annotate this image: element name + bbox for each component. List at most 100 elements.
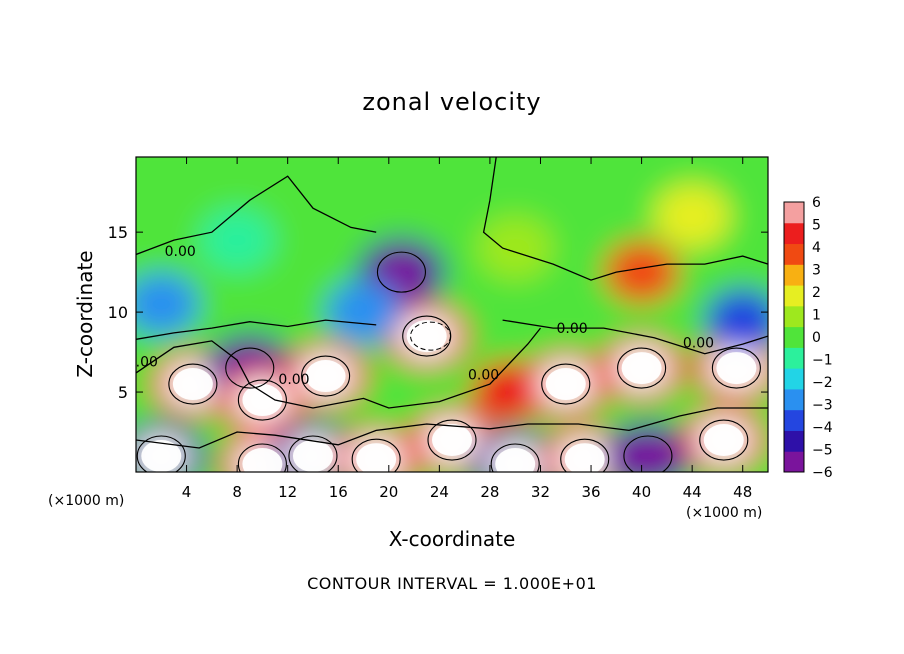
colorbar-tick-label: 0 [812, 330, 821, 346]
colorbar-band [784, 451, 804, 473]
contour-label: 0.00 [683, 335, 714, 351]
x-tick-label: 44 [683, 483, 702, 501]
velocity-field [136, 157, 768, 472]
closed-contour [351, 438, 401, 472]
field-core [292, 440, 333, 472]
x-tick-label: 8 [232, 483, 242, 501]
contour-label: 0.00 [127, 354, 158, 370]
colorbar-tick-label: 1 [812, 308, 821, 324]
colorbar-tick-label: 5 [812, 218, 821, 234]
colorbar-tick-label: −5 [812, 443, 833, 459]
colorbar-band [784, 368, 804, 390]
contour-label: 0.00 [165, 244, 196, 260]
field-blob [477, 216, 554, 281]
closed-contour [288, 435, 338, 472]
field-core [356, 443, 397, 472]
x-unit-label-right: (×1000 m) [686, 505, 762, 521]
colorbar-band [784, 326, 804, 348]
closed-contour [168, 363, 218, 405]
contour-label: 0.00 [468, 367, 499, 383]
x-tick-label: 16 [329, 483, 348, 501]
closed-contour [237, 379, 287, 421]
negative-contour [410, 321, 452, 351]
contour-label: 0.00 [556, 321, 587, 337]
field-blob [199, 208, 276, 273]
x-unit-label-left: (×1000 m) [48, 493, 124, 509]
zero-contour-line [502, 319, 768, 355]
field-core [432, 424, 472, 457]
colorbar-band [784, 264, 804, 286]
x-tick-label: 24 [430, 483, 449, 501]
x-tick-label: 48 [733, 483, 752, 501]
closed-contour [623, 435, 673, 472]
colorbar-band [784, 388, 804, 411]
x-tick-label: 36 [581, 483, 600, 501]
field-blob [603, 240, 680, 305]
colorbar-tick-label: 4 [812, 240, 821, 256]
colorbar-band [784, 305, 804, 328]
closed-contour [711, 347, 761, 389]
colorbar-band [784, 222, 804, 245]
closed-contour [237, 443, 287, 472]
field-blob [136, 272, 200, 337]
closed-contour [541, 363, 591, 405]
colorbar-band [784, 285, 804, 307]
colorbar-tick-label: −1 [812, 353, 833, 369]
chart-title: zonal velocity [362, 88, 542, 116]
x-tick-label: 28 [480, 483, 499, 501]
colorbar-tick-label: −2 [812, 375, 833, 391]
colorbar-tick-label: −3 [812, 398, 833, 414]
field-blob [375, 252, 428, 293]
closed-contour [225, 347, 275, 389]
x-tick-label: 4 [182, 483, 192, 501]
x-axis: 4 8 12 16 20 24 28 32 36 40 44 48 [182, 157, 752, 501]
y-axis: 5 10 15 [108, 223, 768, 402]
zero-contour-line [136, 407, 768, 449]
field-core [406, 320, 447, 353]
closed-contour [136, 435, 186, 472]
field-blob [621, 436, 674, 472]
plot-frame [135, 156, 769, 473]
field-core [172, 368, 213, 401]
zero-contour-line [136, 175, 377, 256]
y-tick-label: 5 [118, 383, 128, 402]
x-tick-label: 12 [278, 483, 297, 501]
colorbar-tick-label: 6 [812, 195, 821, 211]
field-core [141, 440, 182, 472]
contour-label: 0.00 [278, 372, 309, 388]
y-axis-label: Z-coordinate [73, 250, 97, 377]
contour-interval-text: CONTOUR INTERVAL = 1.000E+01 [307, 574, 597, 593]
field-core [242, 448, 283, 472]
field-core [716, 352, 757, 385]
colorbar-band [784, 409, 804, 431]
colorbar: 6 5 4 3 2 1 0 −1 −2 −3 −4 −5 −6 [783, 195, 833, 481]
zero-contour-line [482, 157, 768, 281]
colorbar-band [784, 243, 804, 265]
y-tick-label: 10 [108, 303, 128, 322]
x-tick-label: 20 [379, 483, 398, 501]
colorbar-tick-label: −4 [812, 420, 833, 436]
field-core [545, 368, 586, 401]
closed-contour [699, 419, 749, 461]
field-blob [325, 280, 402, 345]
closed-contour [490, 443, 540, 472]
x-tick-label: 40 [632, 483, 651, 501]
field-blob [704, 288, 768, 353]
closed-contour [427, 419, 477, 461]
colorbar-tick-label: −6 [812, 465, 833, 481]
colorbar-tick-label: 3 [812, 263, 821, 279]
field-blob [654, 184, 731, 249]
colorbar-band [784, 430, 804, 452]
x-tick-label: 32 [531, 483, 550, 501]
field-core [621, 352, 662, 385]
colorbar-frame [783, 201, 805, 473]
colorbar-tick-label: 2 [812, 285, 821, 301]
colorbar-band [784, 347, 804, 369]
field-core [564, 443, 605, 472]
field-core [305, 360, 346, 393]
zero-contour-line [136, 319, 377, 340]
x-axis-label: X-coordinate [389, 527, 516, 551]
closed-contour [376, 251, 426, 293]
closed-contour [617, 347, 667, 389]
